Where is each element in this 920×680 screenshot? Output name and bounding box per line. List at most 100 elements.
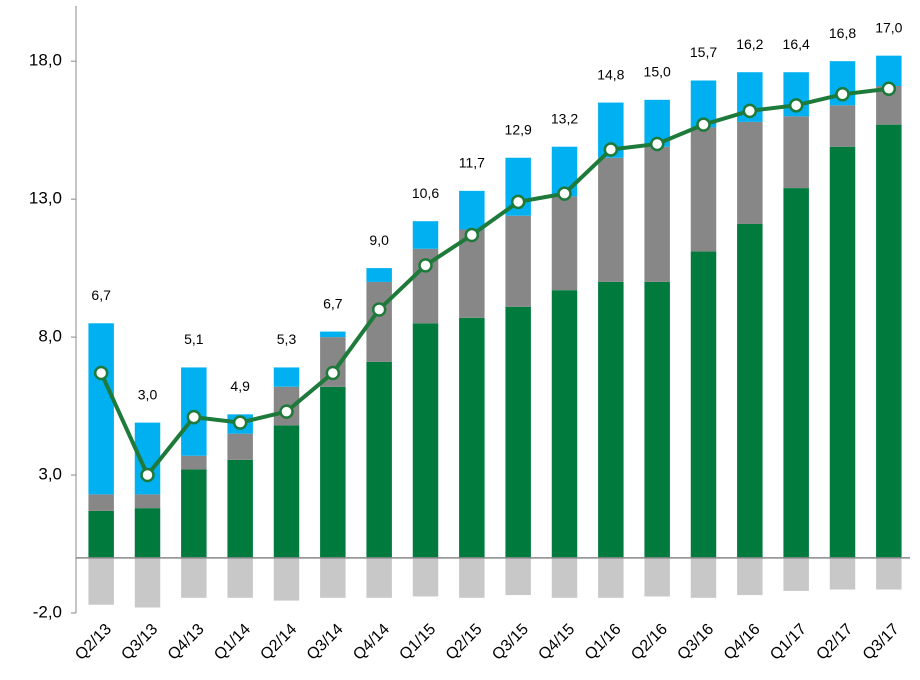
bar-segment	[876, 557, 902, 590]
y-tick-label: -2,0	[33, 602, 62, 621]
bar-segment	[227, 557, 253, 598]
bar-segment	[505, 306, 531, 558]
bar-segment	[88, 323, 114, 495]
bar-segment	[598, 157, 624, 282]
bar-segment	[690, 557, 717, 598]
bar-segment	[412, 323, 439, 558]
line-marker	[93, 365, 109, 381]
line-marker	[742, 103, 758, 119]
bar-segment	[181, 469, 207, 558]
value-label: 3,0	[138, 386, 158, 402]
bar-segment	[412, 221, 439, 249]
line-marker	[649, 136, 665, 152]
bar-segment	[737, 121, 763, 224]
bar-segment	[690, 251, 717, 558]
x-tick-label: Q4/14	[350, 621, 393, 664]
x-tick-label: Q1/16	[582, 621, 625, 664]
value-label: 5,1	[184, 331, 204, 347]
line-marker	[325, 365, 341, 381]
bar-segment	[598, 557, 624, 598]
bar-segment	[366, 361, 392, 558]
value-label: 16,4	[783, 36, 810, 52]
value-label: 14,8	[597, 66, 624, 82]
bar-segment	[227, 459, 253, 558]
bar-segment	[551, 196, 578, 291]
line-marker	[418, 258, 433, 273]
line-marker	[371, 302, 387, 317]
bar-segment	[459, 557, 485, 598]
line-marker	[881, 81, 897, 97]
value-label: 13,2	[551, 110, 578, 126]
x-tick-label: Q2/17	[813, 621, 856, 664]
bar-segment	[783, 188, 809, 558]
line	[99, 86, 890, 479]
bar-segment	[505, 215, 531, 307]
bar-segment	[829, 146, 856, 558]
y-tick-label: 3,0	[38, 465, 62, 484]
bar-segment	[459, 190, 485, 230]
value-label: 16,2	[736, 36, 763, 52]
bar-segment	[459, 229, 485, 318]
bar-segment	[412, 557, 439, 597]
value-label: 5,3	[277, 331, 297, 347]
value-label: 6,7	[91, 287, 111, 303]
bar-segment	[551, 557, 578, 598]
line-marker	[603, 142, 619, 157]
line-marker	[232, 415, 248, 430]
line-marker	[835, 87, 850, 102]
bar-segment	[320, 386, 346, 558]
line-marker	[510, 194, 526, 210]
bar-segment	[783, 557, 809, 591]
y-tick-label: 13,0	[29, 189, 62, 208]
value-label: 12,9	[505, 121, 532, 137]
bar-segment	[88, 494, 114, 511]
bar-segment	[181, 455, 207, 470]
x-tick-label: Q2/16	[628, 621, 671, 664]
bar-segment	[366, 268, 392, 282]
bar-segment	[88, 510, 114, 558]
value-label: 16,8	[829, 25, 856, 41]
bar-segment	[644, 557, 670, 597]
bar-segment	[737, 557, 763, 596]
x-tick-label: Q2/13	[72, 621, 115, 664]
x-tick-label: Q4/13	[165, 621, 208, 664]
bar-segment	[459, 317, 485, 558]
line-marker	[557, 186, 572, 201]
bar-segment	[320, 557, 346, 598]
bar-segment	[829, 105, 856, 147]
bar-segment	[829, 557, 856, 590]
line-marker	[696, 117, 711, 132]
x-tick-label: Q3/15	[489, 621, 532, 664]
value-label: 15,7	[690, 44, 717, 60]
x-tick-label: Q1/14	[211, 621, 254, 664]
y-tick-label: 18,0	[29, 51, 62, 70]
line-marker	[788, 98, 804, 113]
line-marker	[464, 227, 480, 243]
x-tick-label: Q2/14	[257, 621, 300, 664]
bar-segment	[876, 124, 902, 558]
value-label: 4,9	[230, 378, 250, 394]
bar-segment	[551, 290, 578, 558]
bar-segment	[273, 425, 300, 558]
value-label: 15,0	[644, 64, 671, 80]
bar-segment	[644, 146, 670, 282]
bar-segment	[876, 55, 902, 87]
bar-segment	[366, 557, 392, 598]
x-tick-label: Q1/17	[767, 621, 810, 664]
bar-segment	[505, 557, 531, 596]
x-tick-label: Q3/16	[674, 621, 717, 664]
x-tick-label: Q3/17	[860, 621, 903, 664]
line-marker	[186, 409, 202, 425]
value-label: 17,0	[875, 19, 902, 35]
bar-segment	[134, 557, 161, 608]
bar-segment	[598, 281, 624, 558]
bar-segment	[88, 557, 114, 605]
bar-segment	[227, 433, 253, 460]
bar-segment	[690, 127, 717, 252]
bar-segment	[273, 557, 300, 601]
x-tick-label: Q3/13	[118, 621, 161, 664]
bar-segment	[273, 367, 300, 387]
bar-segment	[134, 508, 161, 558]
bar-segment	[320, 331, 346, 338]
